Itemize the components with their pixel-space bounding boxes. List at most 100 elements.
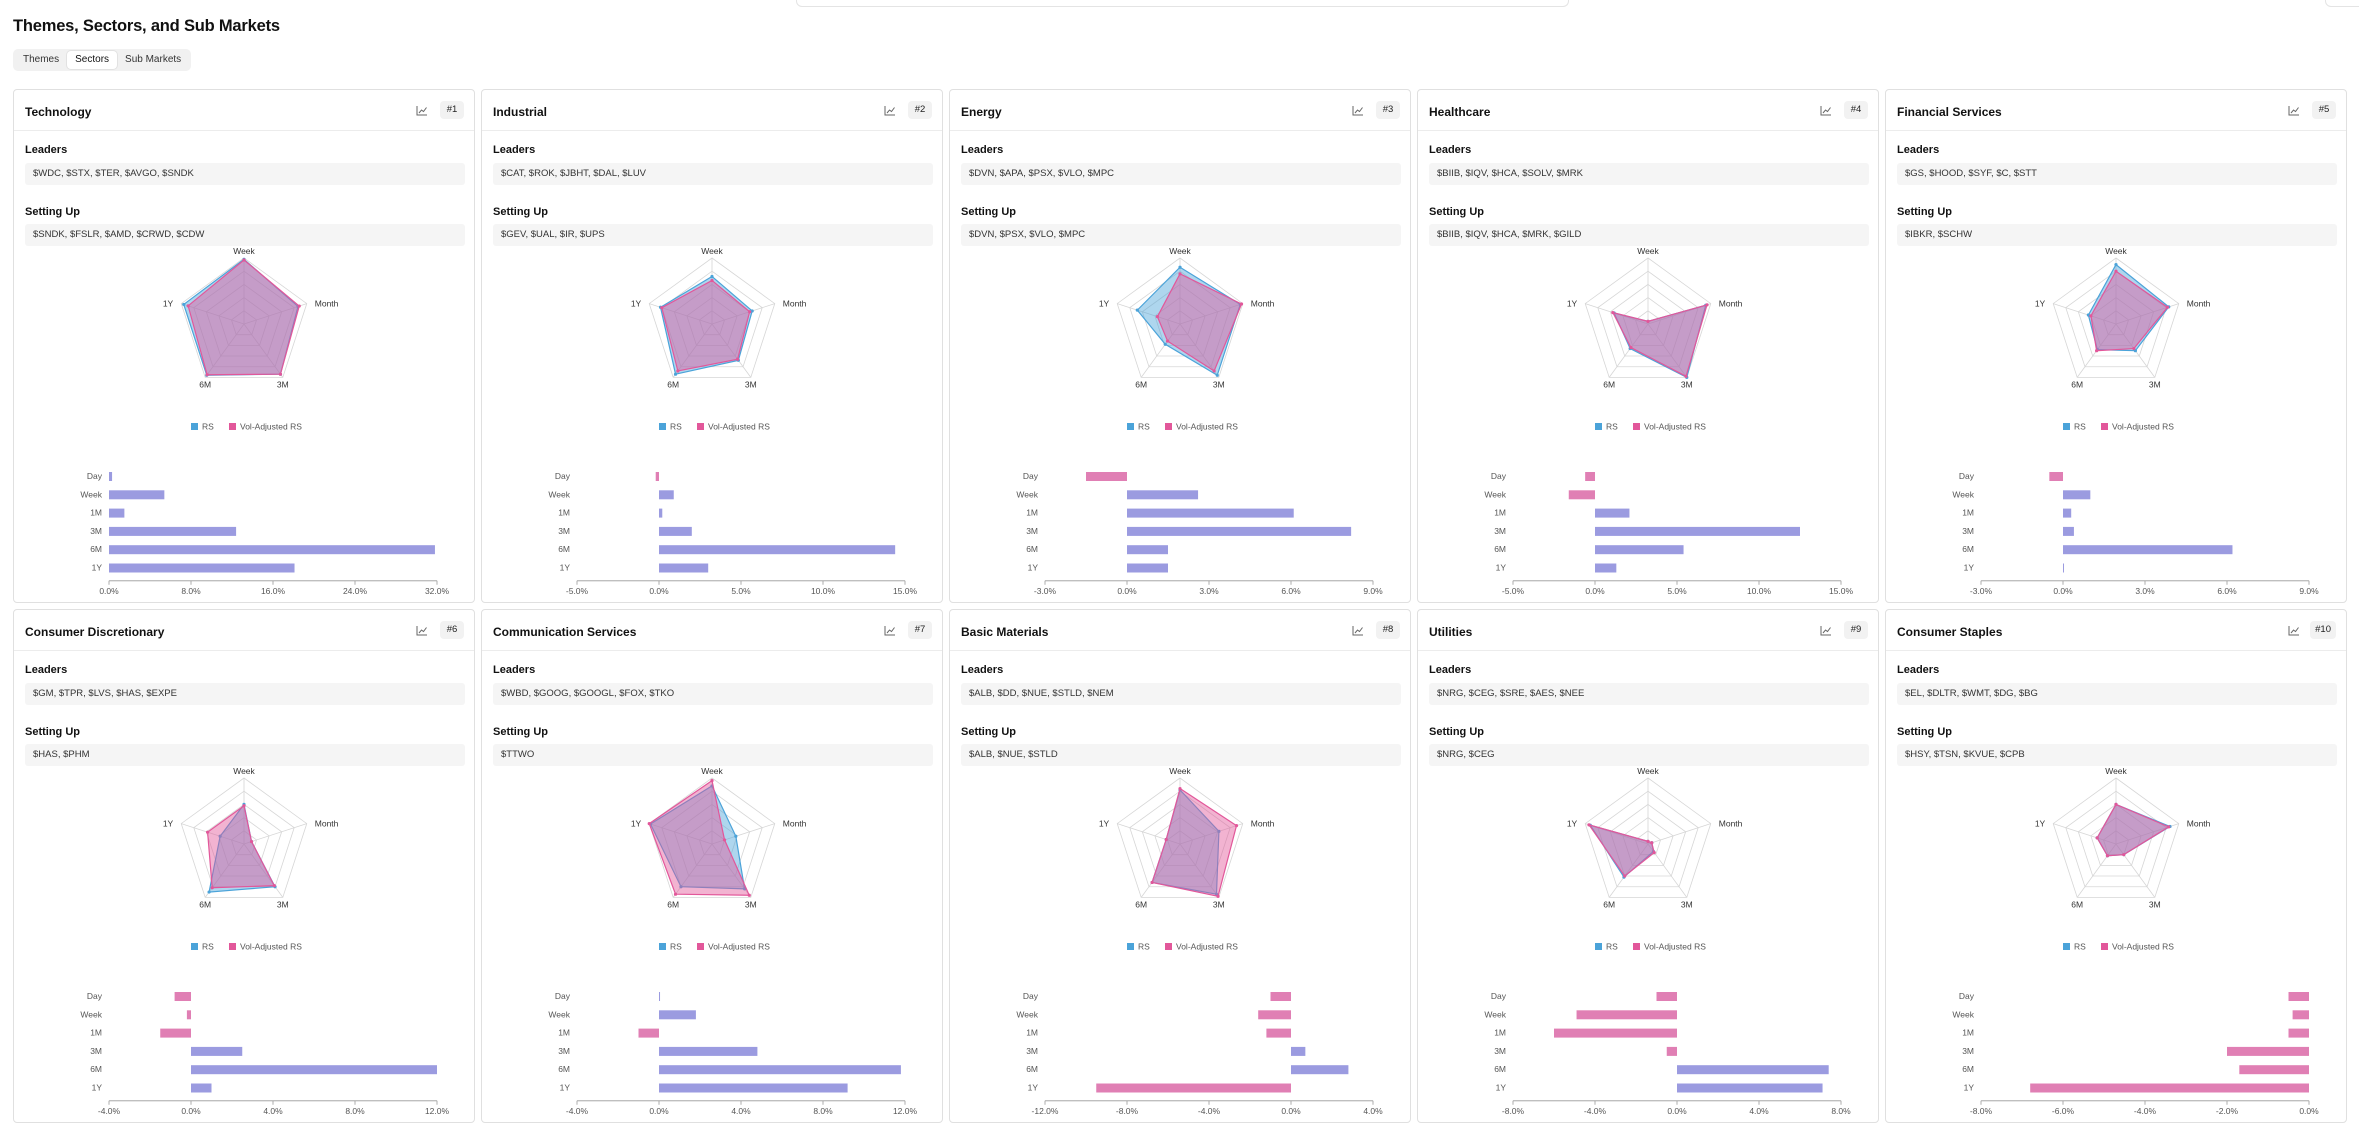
bar-chart: Day Week 1M 3M 6M 1Y -8.0% -6.0% -4.0% -2.0% 0.0% (1952, 991, 2319, 1116)
bar-chart: Day Week 1M 3M 6M 1Y -3.0% 0.0% 3.0% 6.0% 9.0% (1952, 471, 2319, 596)
legend-rs-label: RS (1138, 942, 1150, 952)
radar-axis-label-6m: 6M (199, 899, 211, 909)
line-chart-icon[interactable] (2288, 625, 2300, 636)
bar-category-6m: 6M (1026, 544, 1038, 554)
bar-day (1585, 472, 1595, 481)
line-chart-icon[interactable] (416, 105, 428, 116)
line-chart-icon[interactable] (2288, 105, 2300, 116)
legend-rs-swatch (2063, 943, 2070, 950)
radar-axis-label-week: Week (701, 766, 723, 776)
bar-category-6m: 6M (1494, 1064, 1506, 1074)
legend-rs-label: RS (202, 422, 214, 432)
radar-chart: Week Month 3M 6M 1Y RS Vol-Adjusted RS (2035, 246, 2211, 432)
radar-grid-ring (1141, 283, 1219, 357)
leaders-label: Leaders (961, 664, 1004, 676)
radar-spoke (1179, 323, 1220, 378)
tab-sub-markets[interactable]: Sub Markets (125, 54, 182, 65)
radar-spoke (1608, 843, 1649, 898)
bar-category-week: Week (1952, 1009, 1974, 1019)
setting-up-tickers: $GEV, $UAL, $IR, $UPS (493, 224, 933, 246)
radar-axis-label-1y: 1Y (1099, 299, 1110, 309)
bar-6m (659, 545, 896, 555)
radar-series-vol-adjusted (2090, 270, 2169, 352)
bar-tick-label: 24.0% (343, 586, 368, 596)
bar-day (2049, 472, 2063, 481)
line-chart-icon[interactable] (1352, 625, 1364, 636)
radar-series-rs-point (2114, 263, 2118, 267)
bar-tick-label: 9.0% (1363, 586, 1383, 596)
legend-vol-label: Vol-Adjusted RS (1644, 422, 1706, 432)
top-search-bar[interactable] (796, 0, 1569, 7)
radar-axis-label-month: Month (2187, 299, 2211, 309)
radar-series-vol-adjusted-point (748, 310, 752, 314)
bar-1m (1127, 508, 1294, 518)
radar-axis-label-3m: 3M (745, 899, 757, 909)
bar-category-day: Day (87, 471, 103, 481)
radar-axis-label-month: Month (1719, 299, 1743, 309)
line-chart-icon[interactable] (884, 105, 896, 116)
radar-spoke (2053, 303, 2117, 325)
leaders-tickers: $BIIB, $IQV, $HCA, $SOLV, $MRK (1429, 163, 1869, 185)
line-chart-icon[interactable] (1820, 625, 1832, 636)
radar-series-vol-adjusted-point (2132, 346, 2136, 351)
setting-up-label: Setting Up (493, 726, 548, 738)
radar-series-vol-adjusted (1587, 823, 1655, 877)
radar-series-vol-adjusted-point (2122, 853, 2126, 857)
bar-tick-label: 32.0% (425, 586, 450, 596)
setting-up-tickers: $NRG, $CEG (1429, 744, 1869, 766)
bar-category-3m: 3M (1494, 1046, 1506, 1056)
bar-tick-label: 4.0% (731, 1106, 751, 1116)
bar-week (2063, 490, 2091, 500)
radar-axis-label-3m: 3M (1681, 379, 1693, 389)
card-header: Healthcare #4 (1418, 90, 1878, 131)
radar-series-rs (649, 785, 746, 890)
top-right-control[interactable] (2325, 0, 2359, 7)
sector-card-4: Healthcare #4 Leaders $BIIB, $IQV, $HCA,… (1417, 89, 1879, 603)
radar-series-rs-point (1217, 829, 1221, 833)
radar-series-vol-adjusted-point (1650, 841, 1654, 845)
legend-vol-swatch (697, 423, 704, 430)
bar-tick-label: 4.0% (1363, 1106, 1383, 1116)
radar-series-vol-adjusted-point (1705, 303, 1709, 307)
card-header: Consumer Discretionary #6 (14, 610, 474, 651)
bar-1m (160, 1028, 191, 1038)
bar-tick-label: -8.0% (1116, 1106, 1139, 1116)
radar-series-rs-point (182, 302, 186, 307)
radar-axis-label-week: Week (1169, 246, 1191, 256)
radar-series-rs-point (207, 890, 211, 894)
radar-series-vol-adjusted-point (722, 838, 727, 842)
bar-tick-label: -4.0% (2134, 1106, 2157, 1116)
bar-tick-label: -12.0% (1032, 1106, 1059, 1116)
bar-category-3m: 3M (90, 1046, 102, 1056)
line-chart-icon[interactable] (1820, 105, 1832, 116)
bar-category-week: Week (1016, 1009, 1038, 1019)
bar-category-week: Week (80, 1009, 102, 1019)
radar-grid-ring (1166, 830, 1194, 856)
radar-grid-ring (698, 310, 726, 336)
bar-tick-label: -8.0% (1970, 1106, 1993, 1116)
radar-grid-ring (1116, 777, 1244, 898)
bar-category-day: Day (1491, 471, 1507, 481)
bar-tick-label: -8.0% (1502, 1106, 1525, 1116)
radar-axis-label-month: Month (315, 299, 339, 309)
radar-spoke (243, 303, 307, 325)
radar-axis-label-1y: 1Y (631, 819, 642, 829)
bar-category-1m: 1M (1962, 508, 1974, 518)
radar-series-rs-point (673, 372, 678, 376)
radar-series-vol-adjusted-point (1216, 894, 1220, 898)
bar-3m (1127, 526, 1352, 536)
bar-category-day: Day (555, 991, 571, 1001)
tab-sectors[interactable]: Sectors (67, 51, 118, 69)
radar-series-vol-adjusted-point (1234, 824, 1239, 828)
tab-themes[interactable]: Themes (23, 54, 60, 65)
bar-3m (659, 526, 692, 536)
legend-rs-swatch (1595, 943, 1602, 950)
radar-axis-label-6m: 6M (667, 899, 679, 909)
legend-vol-swatch (1633, 423, 1640, 430)
line-chart-icon[interactable] (1352, 105, 1364, 116)
bar-day (655, 472, 659, 481)
line-chart-icon[interactable] (884, 625, 896, 636)
bar-category-1y: 1Y (1028, 563, 1039, 573)
line-chart-icon[interactable] (416, 625, 428, 636)
sector-card-1: Technology #1 Leaders $WDC, $STX, $TER, … (13, 89, 475, 603)
